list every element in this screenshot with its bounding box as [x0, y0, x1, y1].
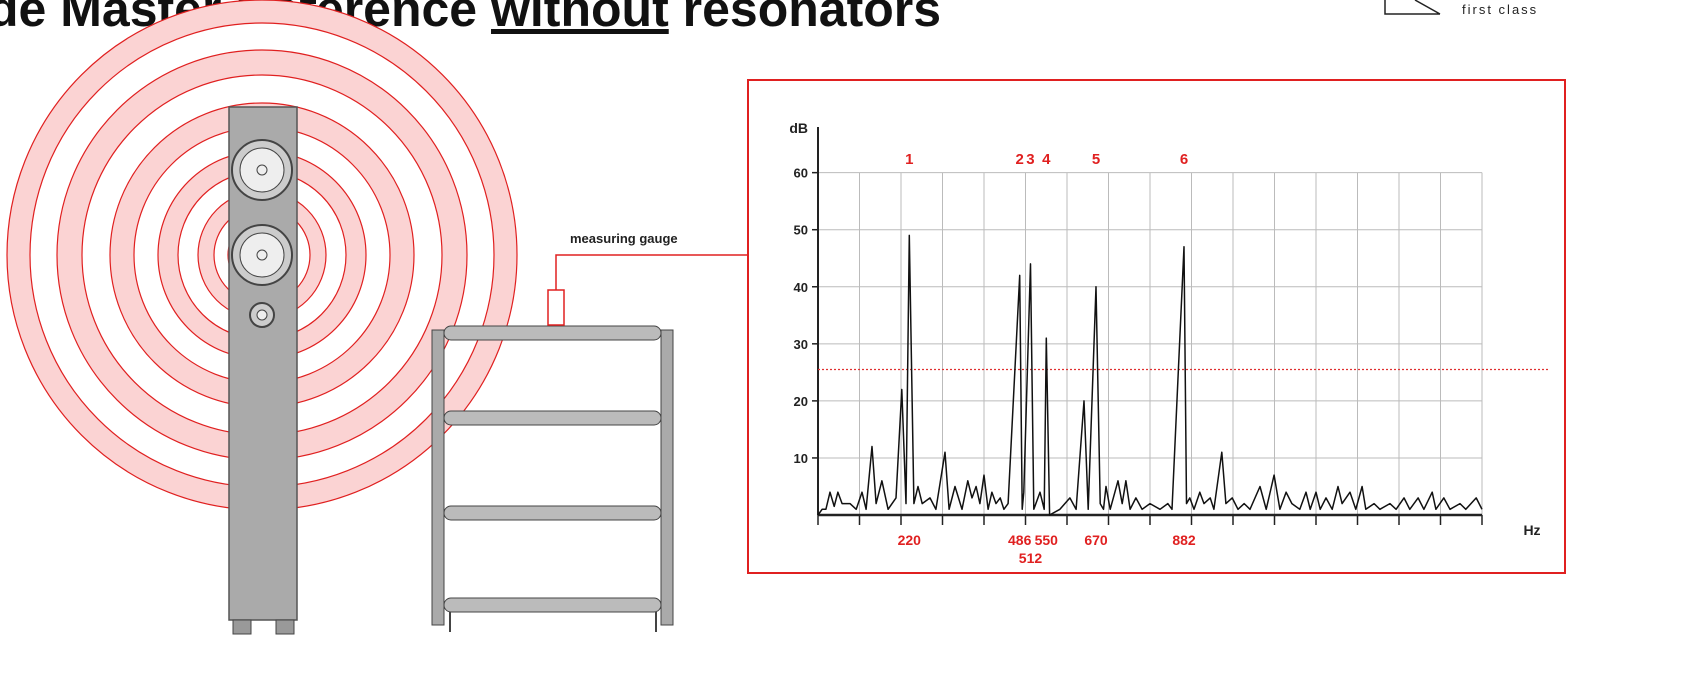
rack-post	[660, 329, 674, 626]
measuring-gauge	[547, 289, 565, 326]
rack-post	[431, 329, 445, 626]
woofer-cap	[256, 164, 268, 176]
peak-frequency: 670	[1084, 532, 1108, 548]
logo: first class	[1384, 0, 1538, 17]
peak-frequency: 882	[1172, 532, 1196, 548]
rack	[431, 325, 674, 632]
y-tick-label: 60	[794, 166, 808, 181]
chart: 10 20 30 40 50 60 dB Hz 1 220 2 486 3 512 4 550 5 670 6 882	[789, 120, 1548, 566]
peak-number: 5	[1092, 151, 1100, 168]
gauge-wire	[555, 254, 748, 290]
y-axis-label: dB	[789, 120, 808, 136]
y-tick-label: 40	[794, 280, 808, 295]
peak-frequency: 512	[1019, 550, 1043, 566]
logo-mark	[1384, 0, 1441, 15]
speaker-foot	[275, 619, 295, 635]
peak-number: 4	[1042, 151, 1051, 168]
speaker-foot	[232, 619, 252, 635]
rack-shelf	[443, 410, 662, 426]
peak-number: 2	[1016, 151, 1024, 168]
peak-frequency: 220	[898, 532, 922, 548]
rack-shelf	[443, 325, 662, 341]
title-part: resonators	[669, 0, 941, 37]
x-axis-label: Hz	[1523, 522, 1540, 538]
y-tick-label: 10	[794, 451, 808, 466]
spectrum-line	[817, 234, 1483, 516]
sound-rings	[6, 0, 518, 511]
peak-number: 6	[1180, 151, 1188, 168]
peak-number: 3	[1026, 151, 1034, 168]
logo-text: first class	[1462, 2, 1538, 17]
y-tick-label: 30	[794, 337, 808, 352]
woofer-cone	[239, 232, 285, 278]
woofer-cone	[239, 147, 285, 193]
tweeter-dome	[256, 309, 268, 321]
rack-shelf	[443, 505, 662, 521]
y-tick-label: 50	[794, 223, 808, 238]
title-underlined: without	[490, 0, 669, 37]
y-tick-label: 20	[794, 394, 808, 409]
woofer-cap	[256, 249, 268, 261]
peak-frequency: 550	[1035, 532, 1059, 548]
peak-frequency: 486	[1008, 532, 1032, 548]
speaker	[228, 106, 298, 635]
peak-number: 1	[905, 151, 913, 168]
gauge-label: measuring gauge	[570, 231, 678, 246]
rack-shelf	[443, 597, 662, 613]
